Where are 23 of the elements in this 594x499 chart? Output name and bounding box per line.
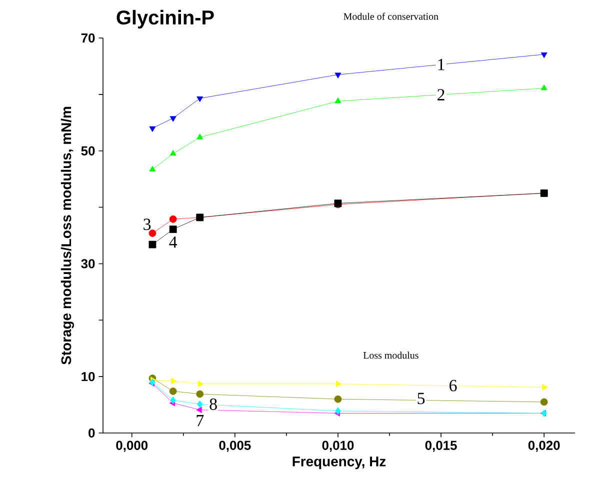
y-tick-label: 0 xyxy=(88,428,95,438)
x-tick-label: 0,010 xyxy=(322,440,354,452)
series-label: 6 xyxy=(450,380,457,392)
x-axis-title: Frequency, Hz xyxy=(292,456,386,470)
y-tick-label: 10 xyxy=(82,372,95,382)
series-label: 7 xyxy=(196,415,204,426)
series-label: 3 xyxy=(144,218,151,230)
series-label: 2 xyxy=(438,89,444,100)
x-tick-label: 0,000 xyxy=(116,440,148,452)
y-tick-label: 50 xyxy=(81,146,95,156)
y-tick-label: 70 xyxy=(81,33,95,43)
x-tick-label: 0,020 xyxy=(528,440,560,452)
chart-title: Glycinin-P xyxy=(116,10,214,29)
series-label: 5 xyxy=(418,392,425,404)
series-label: 4 xyxy=(169,236,178,248)
x-tick-label: 0,005 xyxy=(219,440,251,452)
series-label: 1 xyxy=(438,58,444,70)
y-tick-label: 30 xyxy=(81,259,95,268)
annotation: Loss modulus xyxy=(363,352,418,359)
x-tick-label: 0,015 xyxy=(425,440,457,452)
text: Module of conservation xyxy=(344,12,438,20)
series-label: 8 xyxy=(210,398,217,410)
y-axis-title: Storage modulus/Loss modulus, mN/m xyxy=(60,106,74,365)
